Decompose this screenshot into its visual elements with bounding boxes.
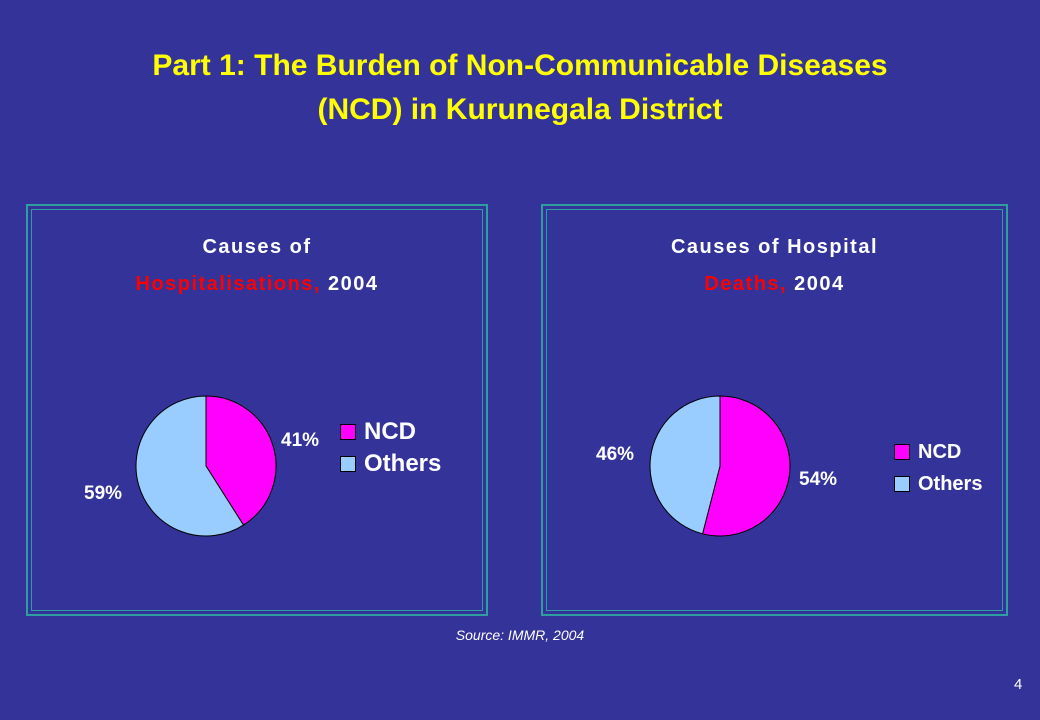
legend: NCD Others [340,416,441,480]
chart-title-year: 2004 [328,273,379,295]
source-note: Source: IMMR, 2004 [455,627,585,643]
pie-chart-hospitalisations [135,395,277,537]
chart-title-line-2: Hospitalisations, 2004 [28,273,486,296]
legend-item-others: Others [340,448,441,480]
pie-slice-others [135,395,245,537]
page-number: 4 [1014,676,1023,693]
chart-title-line-2: Deaths, 2004 [543,273,1006,296]
chart-title-highlight: Deaths, [704,273,788,295]
page-title: Part 1: The Burden of Non-Communicable D… [0,44,1040,132]
chart-title-highlight: Hospitalisations, [135,273,321,295]
chart-panel-hospitalisations: Causes of Hospitalisations, 2004 41% 59%… [26,204,488,616]
legend-label-others: Others [364,450,442,477]
legend-label-ncd: NCD [918,440,962,463]
slice-label-ncd: 41% [281,430,320,451]
legend-swatch-ncd [340,424,356,440]
slice-label-others: 46% [596,444,635,465]
legend-item-others: Others [894,468,982,500]
legend: NCD Others [894,436,982,500]
legend-item-ncd: NCD [340,416,441,448]
legend-swatch-ncd [894,444,910,460]
slice-label-ncd: 54% [799,469,838,490]
chart-title-line-1: Causes of [202,236,312,258]
chart-panel-deaths: Causes of Hospital Deaths, 2004 54% 46% … [541,204,1008,616]
slice-label-others: 59% [84,483,123,504]
pie-slice-ncd [701,395,791,537]
legend-label-others: Others [918,472,983,495]
pie-chart-deaths [649,395,791,537]
legend-label-ncd: NCD [364,418,416,445]
legend-item-ncd: NCD [894,436,982,468]
pie-slice-others [649,395,721,535]
legend-swatch-others [340,456,356,472]
pie-slice-ncd [205,395,277,526]
chart-title-line-1: Causes of Hospital [670,236,879,258]
title-line-2: (NCD) in Kurunegala District [317,93,723,126]
chart-title-year: 2004 [794,273,845,295]
legend-swatch-others [894,476,910,492]
title-line-1: Part 1: The Burden of Non-Communicable D… [152,49,888,82]
